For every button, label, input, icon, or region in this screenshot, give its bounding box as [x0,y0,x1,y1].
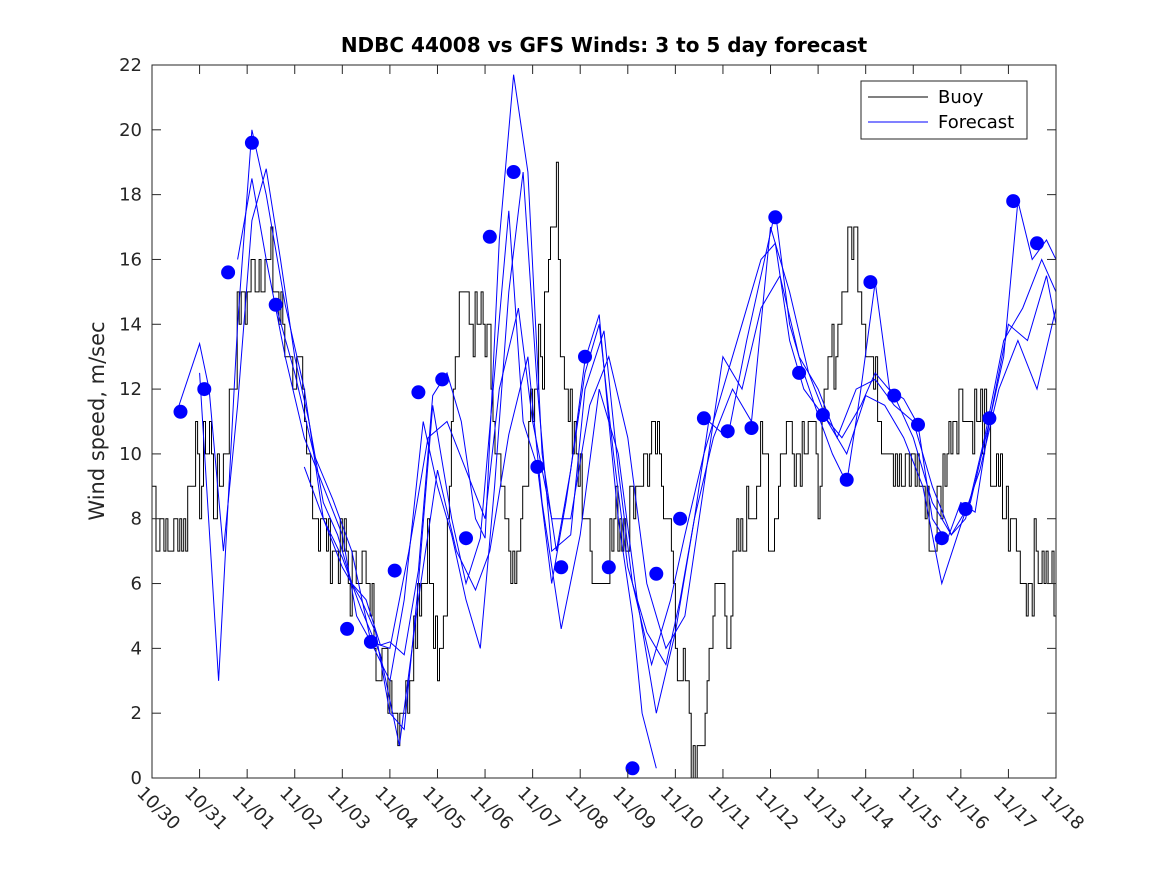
forecast-point [815,408,830,422]
forecast-point [625,761,640,776]
forecast-point [554,560,569,575]
y-tick-label: 16 [119,249,142,270]
y-tick-label: 4 [131,638,142,659]
y-tick-label: 20 [119,120,142,141]
forecast-line-3 [237,171,1057,683]
forecast-point [173,404,188,419]
forecast-point [268,297,283,312]
chart-title: NDBC 44008 vs GFS Winds: 3 to 5 day fore… [341,33,868,57]
y-tick-label: 2 [131,703,142,724]
y-tick-label: 12 [119,379,142,400]
forecast-point [363,634,378,649]
forecast-point [221,265,236,280]
forecast-point [696,411,711,426]
forecast-point [435,372,450,387]
forecast-point [578,349,592,364]
forecast-point [340,621,355,636]
buoy-line [152,161,1056,779]
y-tick-label: 18 [119,185,142,206]
forecast-point [958,502,973,516]
forecast-point [720,424,735,439]
legend-box [860,80,1028,140]
y-tick-label: 22 [119,55,142,76]
forecast-point [863,275,878,290]
forecast-point [1030,236,1044,251]
forecast-line-4 [275,274,1057,650]
y-tick-label: 10 [119,444,142,465]
buoy-series [152,161,1056,779]
forecast-point [982,411,997,426]
legend: Buoy Forecast [860,80,1028,140]
forecast-point [673,511,688,526]
plot-area [152,65,1056,778]
forecast-line-5 [303,226,1057,746]
forecast-point [744,421,759,435]
forecast-point [387,563,402,578]
legend-buoy-label: Buoy [938,87,984,108]
forecast-point [649,566,664,581]
forecast-point [197,382,212,397]
forecast-point [411,385,426,400]
y-tick-label: 14 [119,314,142,335]
forecast-point [934,531,949,546]
forecast-point [601,560,616,575]
axes-box [151,64,1057,779]
forecast-point [768,210,783,225]
legend-forecast-label: Forecast [938,112,1014,133]
forecast-series [175,74,1057,769]
forecast-point [244,135,259,150]
forecast-point [839,472,854,487]
forecast-point [887,388,902,403]
forecast-point [530,459,545,474]
y-tick-label: 0 [131,768,142,789]
forecast-point [459,531,473,546]
forecast-point [506,165,521,179]
y-axis-label: Wind speed, m/sec [85,321,109,520]
forecast-point [911,417,925,432]
forecast-point [792,365,807,380]
y-tick-label: 8 [131,509,142,530]
y-axis: 0 2 4 6 8 10 12 14 16 18 20 22 [119,55,1056,789]
forecast-points [173,135,1044,776]
forecast-point [482,229,497,244]
forecast-point [1006,194,1021,209]
y-tick-label: 6 [131,574,142,595]
